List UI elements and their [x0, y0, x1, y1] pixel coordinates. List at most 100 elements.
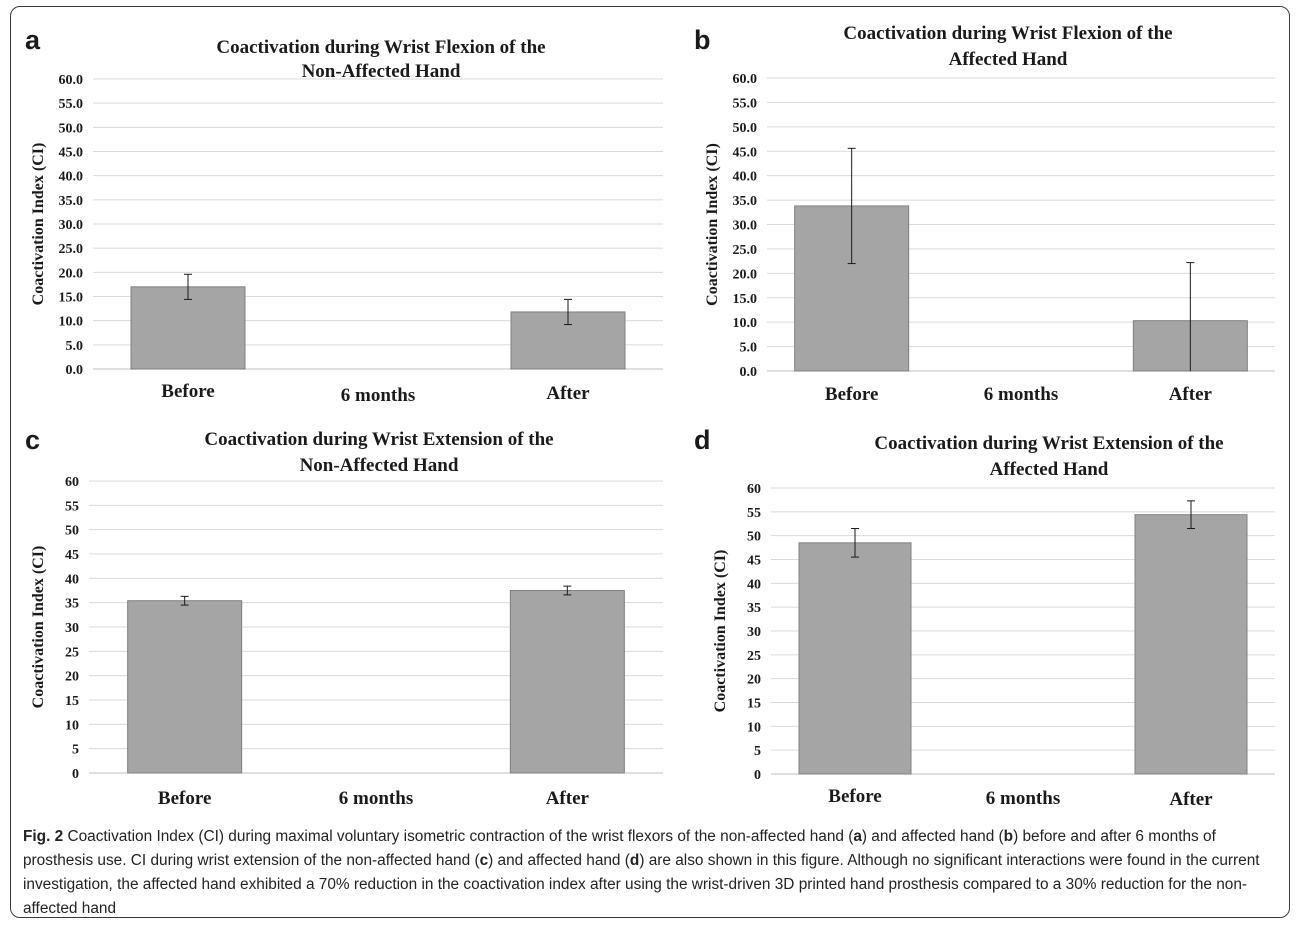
y-tick-label: 60: [747, 482, 761, 497]
y-tick-label: 35.0: [59, 194, 84, 209]
y-tick-label: 20.0: [59, 266, 84, 281]
y-tick-label: 30: [747, 625, 761, 640]
y-tick-label: 55.0: [733, 96, 758, 111]
y-tick-label: 15: [65, 694, 79, 709]
chart-panel-b: b Coactivation during Wrist Flexion of th…: [694, 23, 1275, 405]
y-tick-label: 60: [65, 475, 79, 490]
chart-title: Coactivation during Wrist Flexion of the: [843, 23, 1172, 44]
y-tick-label: 0: [754, 768, 761, 783]
chart-title: Non-Affected Hand: [302, 61, 461, 82]
y-tick-label: 45: [747, 554, 761, 569]
x-category-label: After: [546, 788, 590, 809]
chart-panel-c: c Coactivation during Wrist Extension of …: [25, 425, 663, 809]
y-tick-label: 5.0: [740, 341, 758, 356]
y-tick-label: 30.0: [59, 218, 84, 233]
y-axis-label: Coactivation Index (CI): [30, 143, 47, 306]
x-category-label: Before: [828, 786, 881, 807]
y-tick-label: 40: [747, 577, 761, 592]
x-category-label: 6 months: [984, 384, 1058, 405]
y-tick-label: 10.0: [59, 315, 84, 330]
y-tick-label: 60.0: [59, 73, 84, 88]
bar-before: [798, 542, 912, 775]
y-tick-label: 5: [72, 743, 79, 758]
chart-title: Affected Hand: [949, 49, 1068, 70]
y-tick-label: 50.0: [733, 121, 758, 136]
caption-text: ) before and after 6 months of prosthesi…: [23, 828, 1216, 869]
figure-charts: a Coactivation during Wrist Flexion of th…: [25, 23, 1275, 810]
y-tick-label: 50: [747, 530, 761, 545]
y-tick-label: 10.0: [733, 316, 758, 331]
y-tick-label: 55: [65, 499, 79, 514]
y-tick-label: 25.0: [733, 243, 758, 258]
x-category-label: After: [1169, 384, 1213, 405]
y-tick-label: 55.0: [59, 97, 84, 112]
y-tick-label: 45.0: [59, 146, 84, 161]
caption-text: ) are also shown in this figure. Althoug…: [23, 852, 1260, 917]
y-tick-label: 30: [65, 621, 79, 636]
chart-title: Affected Hand: [990, 459, 1109, 480]
figure-frame: a Coactivation during Wrist Flexion of th…: [10, 6, 1290, 918]
y-tick-label: 60.0: [733, 72, 758, 87]
y-tick-label: 20.0: [733, 267, 758, 282]
y-tick-label: 10: [747, 720, 761, 735]
bar-after: [509, 590, 625, 774]
y-tick-label: 45: [65, 548, 79, 563]
y-tick-label: 20: [747, 673, 761, 688]
caption-label: Fig. 2: [23, 828, 64, 845]
y-tick-label: 25: [747, 649, 761, 664]
y-tick-label: 15: [747, 697, 761, 712]
caption-text: ) and affected hand (: [861, 828, 1004, 845]
y-tick-label: 0: [72, 767, 79, 782]
caption-panel-ref: d: [629, 852, 640, 869]
y-tick-label: 25.0: [59, 242, 84, 257]
x-category-label: After: [546, 383, 590, 404]
y-tick-label: 40.0: [733, 170, 758, 185]
chart-panel-d: d Coactivation during Wrist Extension of …: [694, 425, 1275, 810]
y-tick-label: 5.0: [66, 339, 84, 354]
y-tick-label: 40.0: [59, 170, 84, 185]
y-tick-label: 15.0: [733, 292, 758, 307]
y-axis-label: Coactivation Index (CI): [704, 143, 721, 306]
panel-letter: d: [694, 425, 711, 455]
y-tick-label: 35: [65, 597, 79, 612]
y-tick-label: 30.0: [733, 219, 758, 234]
x-category-label: Before: [825, 384, 878, 405]
bar-after: [1134, 514, 1248, 775]
caption-body: Coactivation Index (CI) during maximal v…: [23, 828, 1260, 917]
y-tick-label: 35: [747, 601, 761, 616]
y-tick-label: 45.0: [733, 145, 758, 160]
y-tick-label: 5: [754, 744, 761, 759]
x-category-label: 6 months: [341, 385, 415, 406]
y-tick-label: 50.0: [59, 121, 84, 136]
x-category-label: 6 months: [339, 788, 413, 809]
bar-before: [127, 600, 243, 774]
x-category-label: Before: [158, 788, 211, 809]
y-tick-label: 25: [65, 645, 79, 660]
x-category-label: Before: [161, 381, 214, 402]
panel-letter: b: [694, 25, 711, 55]
caption-panel-ref: a: [853, 828, 862, 845]
panel-letter: c: [25, 425, 40, 455]
chart-title: Coactivation during Wrist Extension of t…: [204, 429, 553, 450]
y-tick-label: 40: [65, 572, 79, 587]
caption-text: Coactivation Index (CI) during maximal v…: [63, 828, 854, 845]
y-axis-label: Coactivation Index (CI): [30, 546, 47, 709]
chart-title: Coactivation during Wrist Extension of t…: [874, 433, 1223, 454]
chart-title: Coactivation during Wrist Flexion of the: [216, 37, 545, 58]
y-tick-label: 0.0: [66, 363, 84, 378]
y-tick-label: 50: [65, 524, 79, 539]
figure-caption: Fig. 2 Coactivation Index (CI) during ma…: [23, 825, 1273, 917]
caption-panel-ref: c: [479, 852, 489, 869]
y-tick-label: 15.0: [59, 291, 84, 306]
caption-text: ) and affected hand (: [488, 852, 630, 869]
y-tick-label: 10: [65, 718, 79, 733]
x-category-label: After: [1169, 789, 1213, 810]
bar-before: [130, 286, 246, 370]
panel-letter: a: [25, 25, 41, 55]
chart-panel-a: a Coactivation during Wrist Flexion of th…: [25, 25, 663, 406]
y-tick-label: 55: [747, 506, 761, 521]
y-tick-label: 20: [65, 670, 79, 685]
x-category-label: 6 months: [986, 788, 1060, 809]
y-axis-label: Coactivation Index (CI): [712, 550, 729, 713]
y-tick-label: 35.0: [733, 194, 758, 209]
